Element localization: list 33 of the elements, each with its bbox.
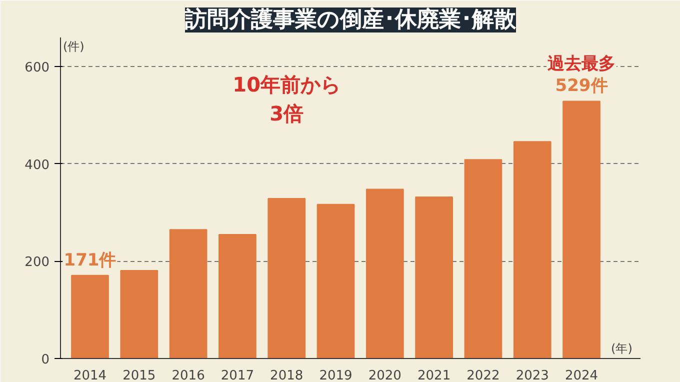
bar <box>169 229 208 358</box>
bar <box>316 204 355 358</box>
x-tick-label: 2022 <box>466 368 500 382</box>
x-tick-label: 2015 <box>122 368 156 382</box>
x-tick-label: 2021 <box>418 368 451 382</box>
bar <box>71 274 109 358</box>
annotation: 過去最多 <box>546 54 616 74</box>
bar <box>366 188 404 358</box>
bar <box>562 100 600 358</box>
chart-title: 訪問介護事業の倒産･休廃業･解散 <box>184 6 517 32</box>
y-axis-title: (件) <box>62 40 84 54</box>
y-tick-label: 400 <box>24 158 50 173</box>
bar <box>268 198 306 358</box>
x-axis-title: (年) <box>611 342 632 356</box>
x-tick-label: 2016 <box>172 368 205 382</box>
x-tick-label: 2023 <box>516 368 549 382</box>
bar <box>120 270 158 358</box>
bar <box>464 159 502 358</box>
x-tick-label: 2018 <box>270 368 304 382</box>
x-tick-label: 2024 <box>564 368 598 382</box>
bar <box>218 234 256 358</box>
bar <box>513 141 552 358</box>
x-tick-label: 2019 <box>319 368 352 382</box>
bar <box>415 196 453 358</box>
data-label: 529件 <box>555 76 608 96</box>
y-tick-label: 200 <box>24 255 50 270</box>
x-tick-label: 2014 <box>73 368 107 382</box>
y-tick-label: 0 <box>41 352 50 368</box>
x-tick-label: 2020 <box>368 368 402 382</box>
data-label: 171件 <box>64 250 116 270</box>
x-tick-label: 2017 <box>220 368 254 382</box>
annotation: 10年前から 3倍 <box>232 72 341 126</box>
y-tick-label: 600 <box>24 60 50 76</box>
